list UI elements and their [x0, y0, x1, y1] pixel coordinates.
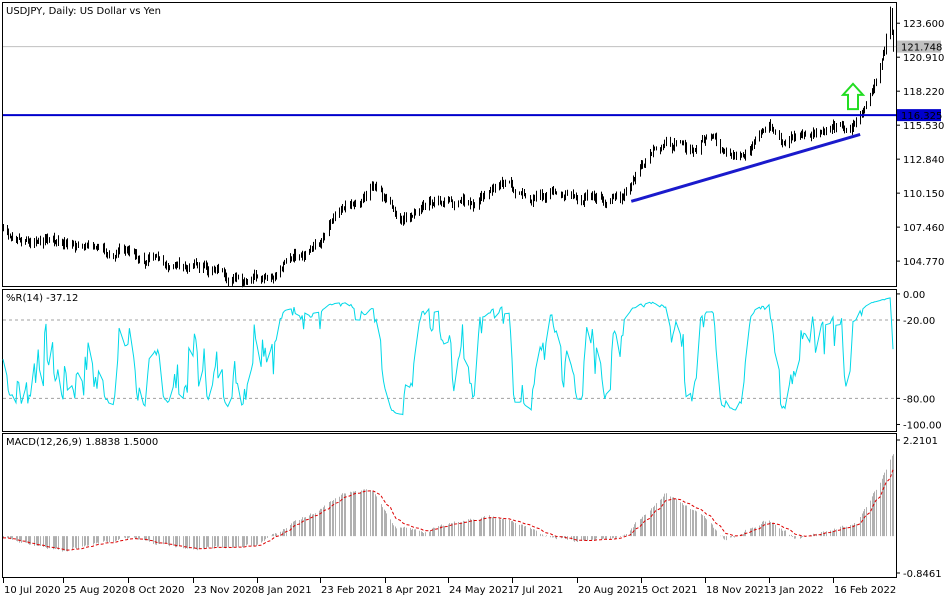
macd-signal-line: [3, 469, 894, 551]
time-tick-label: 8 Apr 2021: [386, 585, 441, 596]
price-tick-label: 115.530: [903, 121, 944, 132]
time-tick-label: 10 Jul 2020: [4, 585, 61, 596]
wpr-title: %R(14) -37.12: [6, 293, 78, 304]
price-tick-label: 120.910: [903, 53, 944, 64]
time-tick-label: 24 May 2021: [449, 585, 514, 596]
time-tick-label: 23 Nov 2020: [194, 585, 258, 596]
price-tick-label: 110.150: [903, 189, 944, 200]
up-arrow-icon: [840, 82, 866, 111]
macd-title: MACD(12,26,9) 1.8838 1.5000: [6, 437, 158, 448]
time-tick-label: 8 Jan 2021: [258, 585, 312, 596]
wpr-grid: [3, 319, 896, 399]
price-tick-label: 118.220: [903, 87, 944, 98]
time-tick-label: 3 Jan 2022: [770, 585, 824, 596]
time-tick-label: 23 Feb 2021: [321, 585, 383, 596]
price-pane-frame: [2, 2, 897, 287]
level-price-badge: [897, 109, 941, 122]
wpr-axis: 0.00 -20.00 -80.00 -100.00: [896, 290, 942, 431]
wpr-tick-label: -100.00: [903, 420, 942, 431]
macd-tick-label: 2.2101: [903, 436, 938, 447]
price-tick-label: 104.770: [903, 257, 944, 268]
time-tick-label: 25 Aug 2020: [64, 585, 128, 596]
price-overlays[interactable]: [3, 82, 896, 203]
wpr-line-group: [2, 297, 894, 416]
level-price-label: 116.325: [901, 111, 942, 122]
macd-tick-label: -0.8461: [903, 569, 942, 580]
current-price-label: 121.748: [901, 43, 942, 54]
price-bars: [3, 6, 894, 288]
price-tick-label: 123.600: [903, 19, 944, 30]
price-chart-title: USDJPY, Daily: US Dollar vs Yen: [6, 6, 161, 17]
wpr-tick-label: 0.00: [903, 290, 925, 301]
price-tick-label: 112.840: [903, 155, 944, 166]
time-tick-label: 20 Aug 2021: [578, 585, 642, 596]
current-price-badge: [897, 40, 941, 53]
time-tick-label: 16 Feb 2022: [834, 585, 896, 596]
macd-pane-frame: [2, 433, 897, 578]
wpr-tick-label: -20.00: [903, 316, 935, 327]
macd-histogram: [3, 454, 894, 552]
wpr-pane-frame: [2, 289, 897, 432]
price-tick-label: 107.460: [903, 223, 944, 234]
price-axis: 123.600 120.910 118.220 115.530 112.840 110.1…: [896, 19, 944, 268]
time-tick-label: 5 Oct 2021: [642, 585, 697, 596]
time-axis: 10 Jul 2020 25 Aug 2020 8 Oct 2020 23 Nov 2…: [3, 578, 896, 596]
support-trendline: [630, 132, 861, 203]
time-tick-label: 8 Oct 2020: [129, 585, 184, 596]
macd-axis: 2.2101 -0.8461: [896, 436, 942, 580]
time-tick-label: 7 Jul 2021: [513, 585, 563, 596]
wpr-tick-label: -80.00: [903, 394, 935, 405]
time-tick-label: 18 Nov 2021: [706, 585, 770, 596]
wpr-line: [2, 297, 894, 416]
macd-signal-group: [3, 469, 894, 551]
